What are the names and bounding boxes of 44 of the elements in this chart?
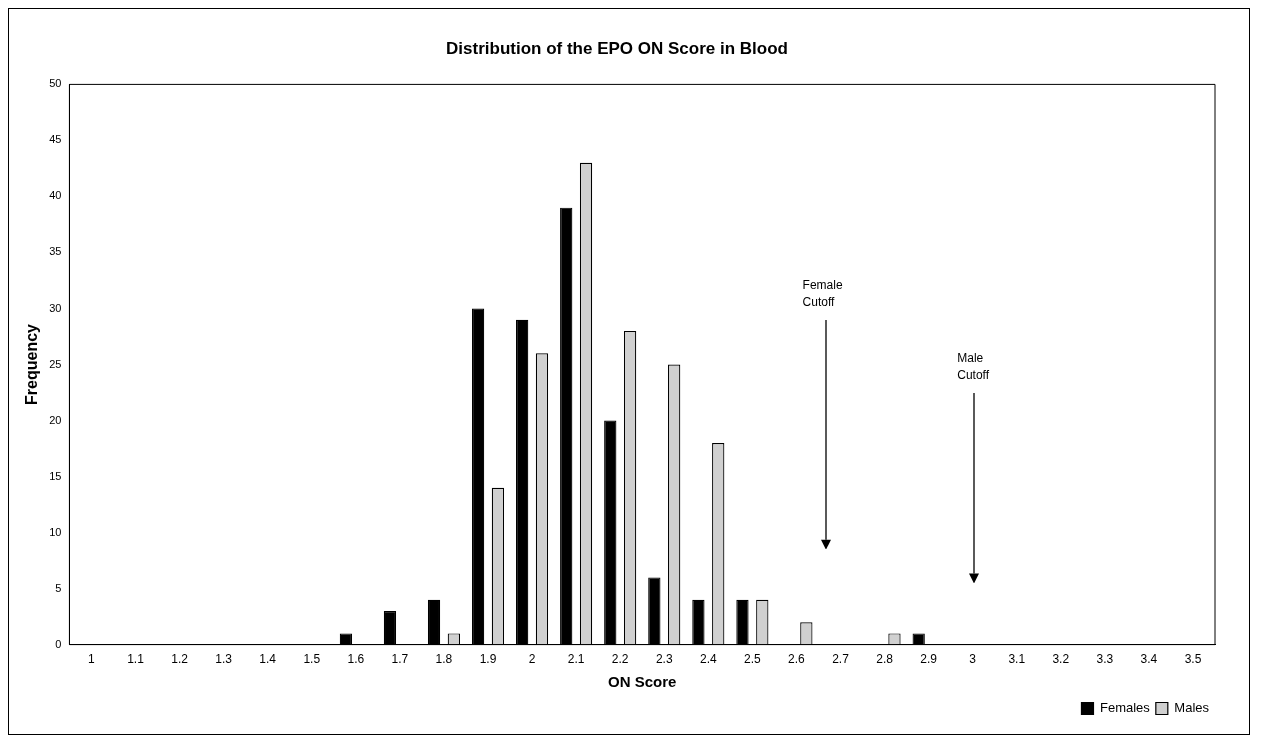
x-axis-title: ON Score [608,673,677,691]
x-tick-label: 2.3 [655,652,673,667]
x-tick-label: 1 [88,652,96,667]
annotation: Male Cutoff [957,350,990,382]
chart-title: Distribution of the EPO ON Score in Blood [446,38,788,58]
y-tick-label: 20 [49,413,62,426]
y-axis-title: Frequency [23,323,41,405]
x-tick-label: 2.6 [788,652,806,667]
x-tick-label: 1.6 [347,652,365,667]
x-tick-label: 3.3 [1096,652,1114,667]
x-tick-label: 1.4 [259,652,277,667]
x-tick-label: 3 [969,652,977,667]
x-tick-label: 2.8 [876,652,894,667]
legend-label: Females [1099,700,1151,716]
x-tick-label: 2.7 [832,652,850,667]
y-tick-label: 10 [49,525,62,538]
x-tick-label: 1.9 [479,652,497,667]
y-tick-label: 35 [49,245,62,258]
x-tick-label: 1.7 [391,652,409,667]
x-tick-label: 1.2 [171,652,189,667]
x-tick-label: 3.2 [1052,652,1070,667]
y-tick-label: 15 [49,469,62,482]
y-tick-label: 50 [49,77,62,90]
y-tick-label: 25 [49,357,62,370]
y-tick-label: 5 [55,581,62,594]
y-tick-label: 45 [49,133,62,146]
y-tick-label: 0 [55,637,62,650]
y-tick-label: 30 [49,301,62,314]
x-tick-label: 3.5 [1184,652,1202,667]
y-tick-label: 40 [49,189,62,202]
x-tick-label: 2.1 [567,652,585,667]
x-tick-label: 2.5 [744,652,762,667]
x-tick-label: 1.1 [127,652,145,667]
x-tick-label: 3.4 [1140,652,1158,667]
x-tick-label: 2 [528,652,536,667]
annotation: Female Cutoff [802,277,843,309]
x-tick-label: 3.1 [1008,652,1026,667]
legend-label: Males [1174,700,1210,716]
x-tick-label: 2.9 [920,652,938,667]
x-tick-label: 2.2 [611,652,629,667]
x-tick-label: 1.3 [215,652,233,667]
x-tick-label: 1.8 [435,652,453,667]
x-tick-label: 2.4 [699,652,717,667]
x-tick-label: 1.5 [303,652,321,667]
